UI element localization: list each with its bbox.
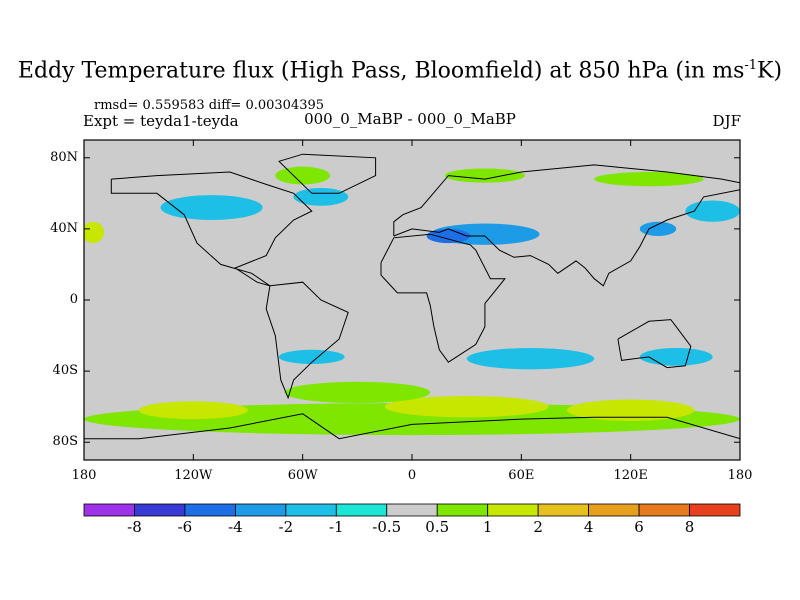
continent-outline	[393, 164, 740, 287]
colorbar-box	[689, 503, 741, 517]
anomaly-patch	[639, 221, 677, 236]
colorbar-label: -0.5	[372, 518, 402, 536]
experiment-label: 000_0_MaBP - 000_0_MaBP	[304, 110, 516, 128]
colorbar-box	[386, 503, 438, 517]
title-superscript: -1	[744, 58, 758, 73]
colorbar-box	[234, 503, 287, 517]
y-tick-label: 40S	[52, 363, 78, 379]
colorbar-label: 1	[482, 518, 493, 536]
anomaly-patch	[566, 399, 695, 421]
anomaly-patch	[685, 200, 740, 222]
continent-outline	[110, 171, 313, 287]
colorbar-label: -1	[328, 518, 344, 536]
colorbar-box	[436, 503, 489, 517]
colorbar-label: 2	[533, 518, 543, 536]
y-tick-label: 80S	[52, 434, 78, 450]
colorbar-label: 6	[634, 518, 644, 536]
continent-outline	[84, 413, 740, 440]
x-tick-label: 60E	[508, 468, 535, 483]
anomaly-patch	[84, 221, 105, 244]
x-tick-label: 60W	[287, 468, 318, 483]
colorbar-box	[184, 503, 236, 517]
anomaly-patch	[160, 195, 263, 220]
continent-outline	[617, 319, 692, 369]
colorbar-box	[335, 503, 388, 517]
colorbar-box	[588, 503, 640, 517]
colorbar-box	[83, 503, 135, 517]
colorbar-label: 4	[583, 518, 594, 536]
x-tick-label: 120E	[613, 468, 648, 483]
colorbar-label: -2	[278, 518, 294, 536]
continent-outline	[278, 153, 377, 194]
anomaly-patch	[444, 168, 525, 183]
anomaly-patch	[466, 348, 595, 370]
x-tick-label: 180	[71, 468, 97, 483]
anomaly-patch	[384, 396, 549, 418]
continent-outline	[265, 281, 349, 400]
x-tick-label: 180	[727, 468, 753, 483]
colorbar-label: -6	[177, 518, 193, 536]
chart-title: Eddy Temperature flux (High Pass, Bloomf…	[0, 58, 800, 83]
anomaly-patch	[639, 348, 713, 366]
anomaly-patch	[284, 381, 431, 404]
colorbar-label: 0.5	[425, 518, 450, 536]
anomaly-patch	[594, 172, 704, 187]
anomaly-patch	[275, 166, 330, 185]
colorbar-box	[487, 503, 539, 517]
anomaly-patch	[293, 188, 349, 206]
colorbar-label: 8	[684, 518, 695, 536]
colorbar-box	[537, 503, 590, 517]
y-tick-label: 40N	[50, 220, 78, 236]
x-tick-label: 0	[407, 468, 417, 483]
continent-outline	[380, 233, 506, 363]
anomaly-patch	[278, 349, 345, 364]
colorbar-box	[134, 503, 186, 517]
rmsd-text: rmsd= 0.559583 diff= 0.00304395	[94, 98, 325, 113]
colorbar-box	[638, 503, 690, 517]
anomaly-layer	[84, 166, 740, 436]
expt-text: Expt = teyda1-teyda	[83, 112, 239, 130]
anomaly-patch	[426, 228, 471, 244]
y-tick-label: 80N	[50, 149, 78, 165]
x-tick-label: 120W	[174, 468, 213, 483]
title-end: K)	[757, 58, 783, 84]
season-label: DJF	[712, 112, 741, 130]
title-main: Eddy Temperature flux (High Pass, Bloomf…	[17, 58, 745, 84]
colorbar-box	[285, 503, 337, 517]
colorbar-label: -8	[127, 518, 142, 536]
anomaly-patch	[138, 401, 248, 420]
y-tick-label: 0	[69, 292, 78, 307]
colorbar-label: -4	[228, 518, 243, 536]
